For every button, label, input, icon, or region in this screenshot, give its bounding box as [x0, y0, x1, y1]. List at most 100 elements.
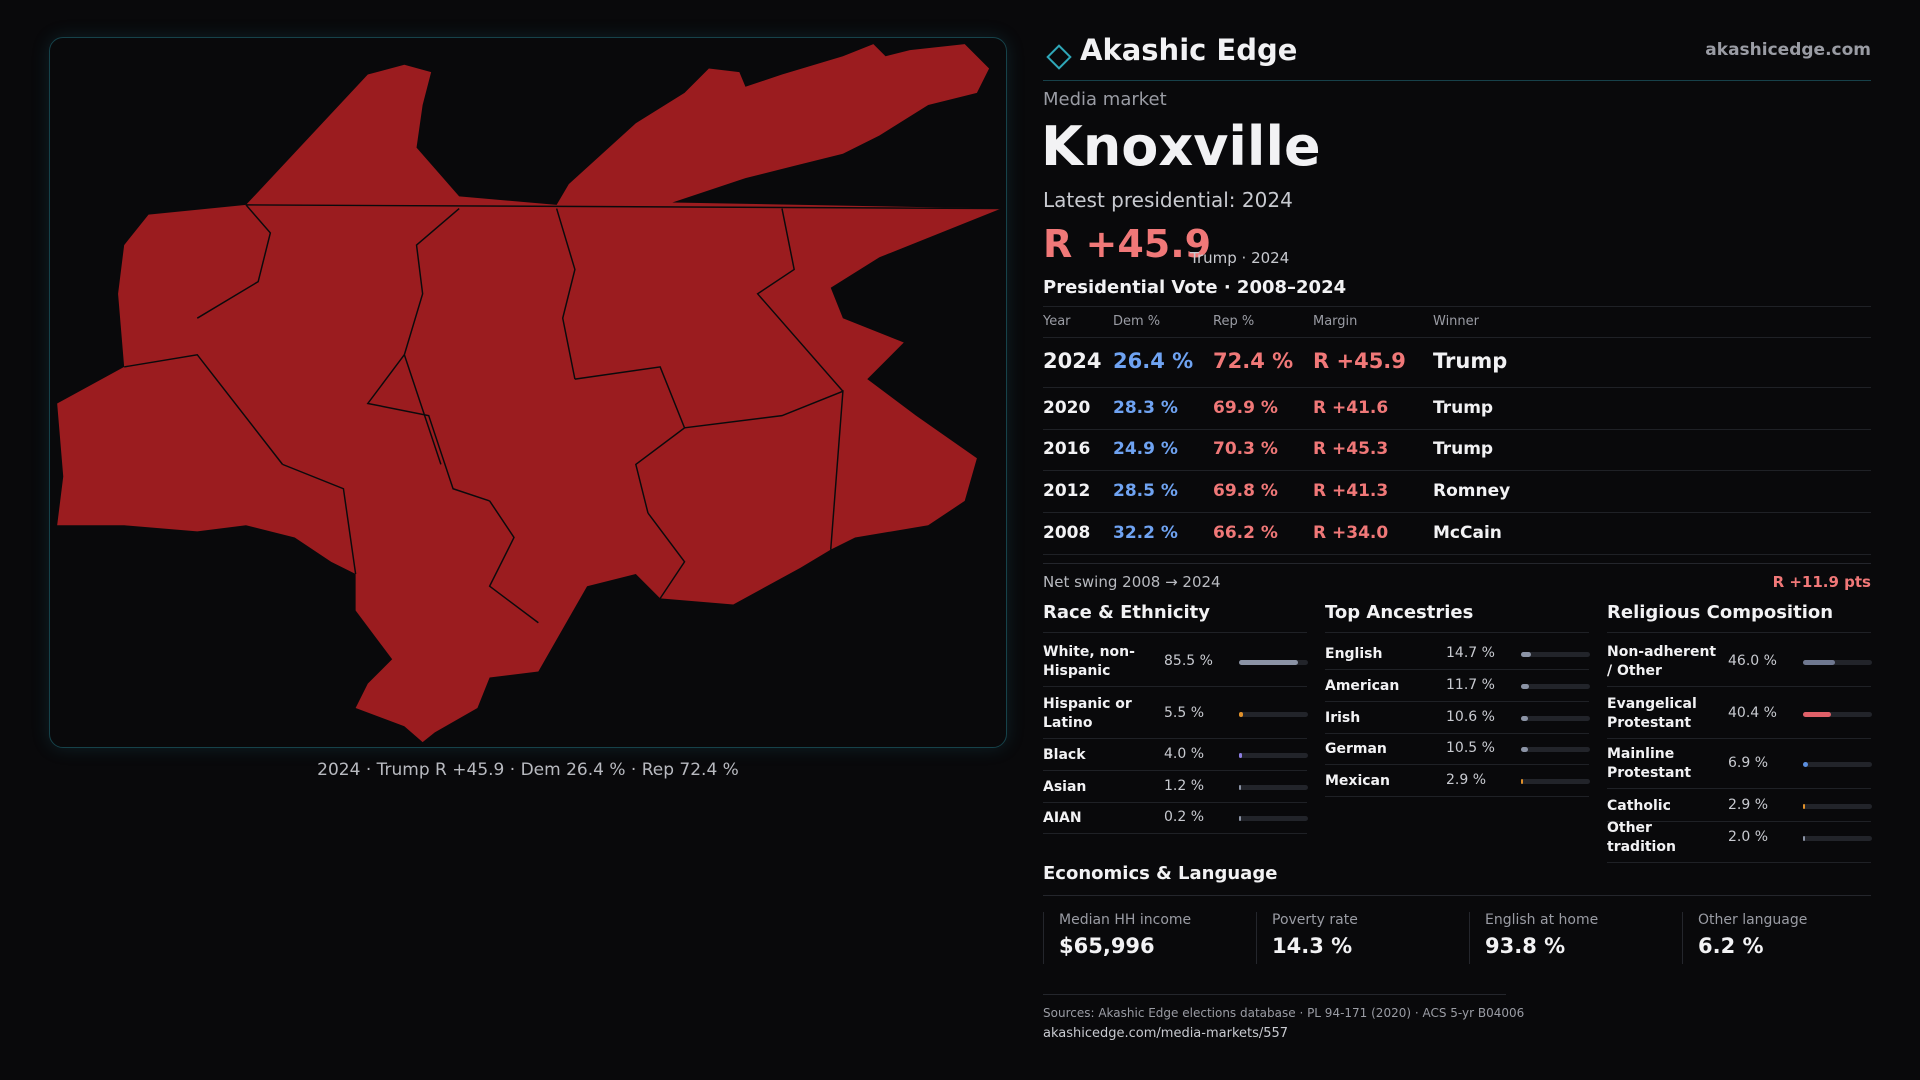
bar-track	[1803, 712, 1872, 717]
row-value: 1.2 %	[1164, 778, 1205, 794]
row-value: 2.9 %	[1446, 772, 1487, 788]
table-cell: 2024	[1043, 349, 1102, 373]
divider	[1607, 862, 1871, 863]
row-label: Catholic	[1607, 798, 1671, 814]
row-value: 46.0 %	[1728, 653, 1777, 669]
divider	[1043, 554, 1871, 555]
divider	[1325, 632, 1589, 633]
divider	[1607, 788, 1871, 789]
table-cell: 69.8 %	[1213, 481, 1278, 501]
stat-border	[1043, 912, 1044, 964]
stat-border	[1469, 912, 1470, 964]
table-cell: 26.4 %	[1113, 349, 1194, 373]
table-cell: 2008	[1043, 523, 1091, 543]
bar-track	[1803, 836, 1872, 841]
stat-border	[1256, 912, 1257, 964]
stat-value: 6.2 %	[1698, 934, 1764, 958]
row-value: 2.0 %	[1728, 829, 1769, 845]
table-cell: 72.4 %	[1213, 349, 1294, 373]
market-label: Media market	[1043, 89, 1167, 110]
stat-label: English at home	[1485, 912, 1599, 928]
divider	[1043, 802, 1307, 803]
stat-label: Median HH income	[1059, 912, 1192, 928]
bar-track	[1239, 785, 1308, 790]
divider	[1043, 895, 1871, 896]
table-title: Presidential Vote · 2008–2024	[1043, 277, 1347, 298]
row-label: English	[1325, 646, 1383, 662]
divider	[1043, 738, 1307, 739]
divider	[1607, 821, 1871, 822]
table-cell: 2012	[1043, 481, 1091, 501]
divider	[1043, 306, 1871, 307]
divider	[1043, 337, 1871, 338]
bar-track	[1521, 684, 1590, 689]
row-label: Mainline Protestant	[1607, 746, 1692, 781]
column-header: Winner	[1433, 314, 1480, 329]
column-header: Dem %	[1113, 314, 1161, 329]
market-shape	[57, 44, 1002, 743]
table-cell: Romney	[1433, 481, 1511, 501]
swing-value: R +11.9 pts	[1772, 573, 1871, 591]
table-cell: R +45.3	[1313, 439, 1389, 459]
table-cell: 32.2 %	[1113, 523, 1178, 543]
row-label: White, non-Hispanic	[1043, 644, 1135, 679]
headline-margin: R +45.9	[1043, 222, 1212, 266]
divider	[1325, 733, 1589, 734]
row-value: 14.7 %	[1446, 645, 1495, 661]
row-label: German	[1325, 741, 1387, 757]
row-label: Black	[1043, 747, 1086, 763]
divider	[1043, 563, 1871, 564]
bar-track	[1521, 716, 1590, 721]
table-cell: R +45.9	[1313, 349, 1406, 373]
table-cell: 24.9 %	[1113, 439, 1178, 459]
bar	[1803, 712, 1831, 717]
bar	[1239, 753, 1242, 758]
bar-track	[1803, 804, 1872, 809]
bar	[1803, 804, 1805, 809]
bar	[1803, 836, 1805, 841]
row-label: Irish	[1325, 710, 1361, 726]
table-cell: McCain	[1433, 523, 1502, 543]
row-value: 6.9 %	[1728, 755, 1769, 771]
divider	[1043, 686, 1307, 687]
row-value: 4.0 %	[1164, 746, 1205, 762]
section-title: Top Ancestries	[1325, 602, 1474, 623]
stat-label: Poverty rate	[1272, 912, 1358, 928]
bar	[1239, 816, 1241, 821]
table-cell: 28.5 %	[1113, 481, 1178, 501]
bar-track	[1239, 712, 1308, 717]
stat-value: 14.3 %	[1272, 934, 1353, 958]
table-cell: R +41.3	[1313, 481, 1389, 501]
table-cell: Trump	[1433, 349, 1508, 373]
table-cell: R +34.0	[1313, 523, 1389, 543]
winner-note: Trump · 2024	[1190, 249, 1290, 267]
table-cell: 2020	[1043, 398, 1091, 418]
row-label: AIAN	[1043, 810, 1082, 826]
divider	[1607, 686, 1871, 687]
bar-track	[1803, 660, 1872, 665]
brand: Akashic Edge	[1080, 33, 1298, 67]
divider	[1043, 387, 1871, 388]
bar	[1521, 684, 1530, 689]
stat-value: 93.8 %	[1485, 934, 1566, 958]
divider	[1043, 833, 1307, 834]
column-header: Year	[1043, 314, 1071, 329]
latest: Latest presidential: 2024	[1043, 188, 1293, 212]
table-cell: 70.3 %	[1213, 439, 1278, 459]
table-cell: Trump	[1433, 439, 1494, 459]
table-cell: 28.3 %	[1113, 398, 1178, 418]
section-title: Race & Ethnicity	[1043, 602, 1210, 623]
table-cell: Trump	[1433, 398, 1494, 418]
source-url: akashicedge.com/media-markets/557	[1043, 1026, 1289, 1041]
row-label: Non-adherent / Other	[1607, 644, 1717, 679]
row-label: Mexican	[1325, 773, 1390, 789]
row-value: 2.9 %	[1728, 797, 1769, 813]
bar-track	[1239, 816, 1308, 821]
row-value: 40.4 %	[1728, 705, 1777, 721]
row-value: 11.7 %	[1446, 677, 1495, 693]
divider	[1325, 669, 1589, 670]
divider	[1607, 738, 1871, 739]
bar-track	[1239, 753, 1308, 758]
